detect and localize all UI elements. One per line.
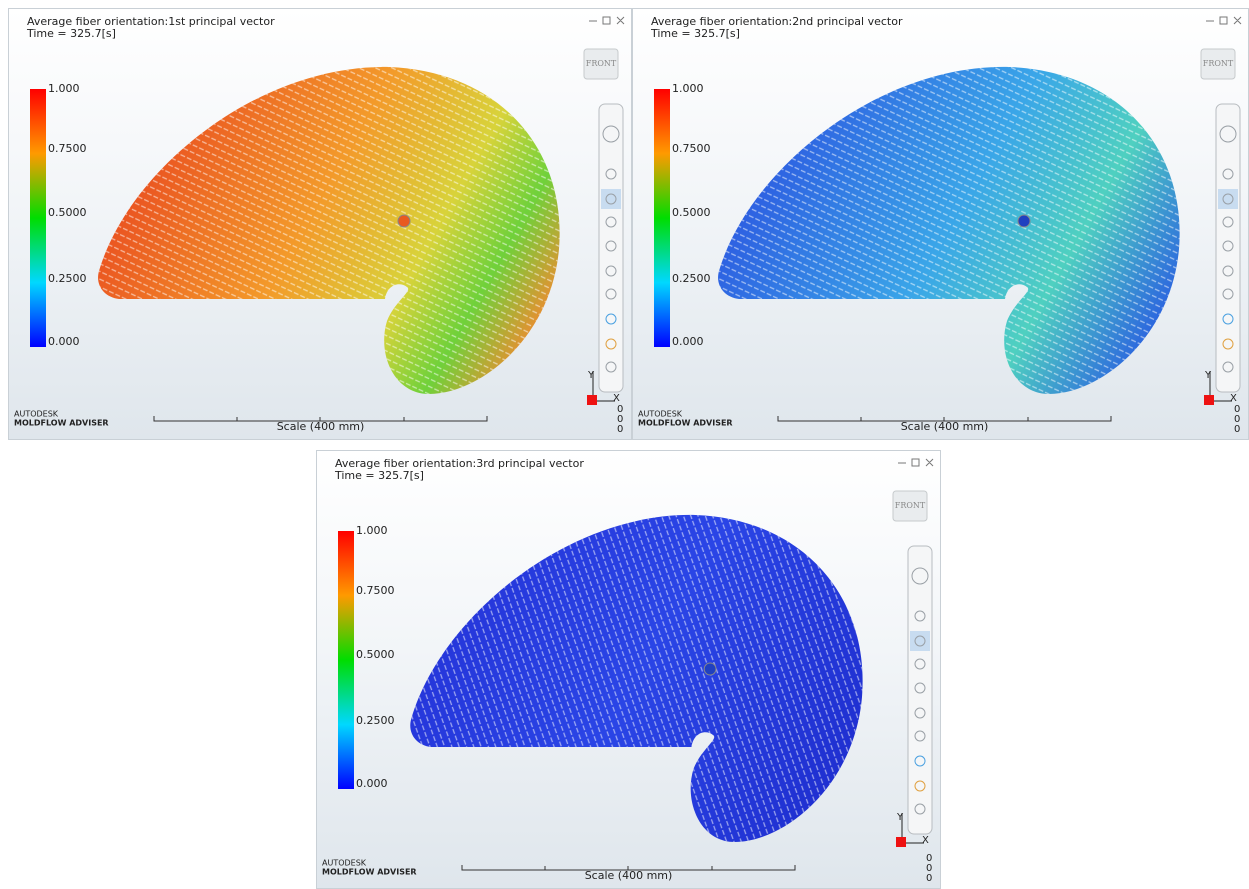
- view-cube-label: FRONT: [586, 59, 617, 68]
- legend-label: 0.7500: [48, 142, 87, 155]
- axis-z: [587, 395, 597, 405]
- product: MOLDFLOW ADVISER: [638, 419, 733, 428]
- axis-y-label: Y: [587, 370, 595, 381]
- axis-z: [1204, 395, 1214, 405]
- brand: AUTODESK: [638, 410, 683, 419]
- scale-label: Scale (400 mm): [277, 420, 365, 433]
- colorbar: [654, 89, 670, 347]
- tool-highlight: [910, 631, 930, 651]
- part: [98, 67, 560, 394]
- axis-z: [896, 837, 906, 847]
- viewport: Average fiber orientation:3rd principal …: [317, 451, 940, 888]
- viewport: Average fiber orientation:1st principal …: [9, 9, 631, 439]
- legend-label: 0.2500: [672, 272, 711, 285]
- window-controls: [589, 17, 624, 24]
- fiber-overlay: [98, 67, 560, 394]
- colorbar: [338, 531, 354, 789]
- view-cube-label: FRONT: [895, 501, 926, 510]
- legend-label: 0.2500: [356, 714, 395, 727]
- panel: Average fiber orientation:3rd principal …: [316, 450, 941, 889]
- fiber-overlay: [410, 515, 862, 842]
- legend-label: 0.5000: [356, 648, 395, 661]
- legend-label: 1.000: [356, 524, 388, 537]
- time: Time = 325.7[s]: [650, 27, 740, 40]
- scale-label: Scale (400 mm): [901, 420, 989, 433]
- legend-label: 0.000: [48, 335, 80, 348]
- axis-y-label: Y: [1204, 370, 1212, 381]
- time: Time = 325.7[s]: [334, 469, 424, 482]
- brand: AUTODESK: [14, 410, 59, 419]
- legend-label: 0.5000: [672, 206, 711, 219]
- legend-label: 1.000: [672, 82, 704, 95]
- axis-x-label: X: [1230, 393, 1237, 404]
- axis-y-label: Y: [896, 812, 904, 823]
- window-controls: [1206, 17, 1241, 24]
- page: Average fiber orientation:1st principal …: [0, 0, 1249, 889]
- window-controls: [898, 459, 933, 466]
- scale-label: Scale (400 mm): [585, 869, 673, 882]
- legend-label: 0.2500: [48, 272, 87, 285]
- legend-label: 0.7500: [356, 584, 395, 597]
- axis-x-label: X: [922, 835, 929, 846]
- axis-origin: 0: [617, 424, 623, 435]
- gate: [398, 215, 410, 227]
- axis-x-label: X: [613, 393, 620, 404]
- product: MOLDFLOW ADVISER: [322, 868, 417, 877]
- brand: AUTODESK: [322, 859, 367, 868]
- legend-label: 0.5000: [48, 206, 87, 219]
- colorbar: [30, 89, 46, 347]
- panel: Average fiber orientation:2nd principal …: [632, 8, 1249, 440]
- product: MOLDFLOW ADVISER: [14, 419, 109, 428]
- part: [410, 515, 862, 842]
- axis-origin: 0: [926, 873, 932, 884]
- gate: [1018, 215, 1030, 227]
- tool-highlight: [1218, 189, 1238, 209]
- legend-label: 0.7500: [672, 142, 711, 155]
- fiber-overlay: [718, 67, 1180, 394]
- tool-highlight: [601, 189, 621, 209]
- legend-label: 1.000: [48, 82, 80, 95]
- view-cube-label: FRONT: [1203, 59, 1234, 68]
- panel: Average fiber orientation:1st principal …: [8, 8, 632, 440]
- part: [718, 67, 1180, 394]
- legend-label: 0.000: [672, 335, 704, 348]
- legend-label: 0.000: [356, 777, 388, 790]
- axis-origin: 0: [1234, 424, 1240, 435]
- viewport: Average fiber orientation:2nd principal …: [633, 9, 1248, 439]
- time: Time = 325.7[s]: [26, 27, 116, 40]
- gate: [704, 663, 716, 675]
